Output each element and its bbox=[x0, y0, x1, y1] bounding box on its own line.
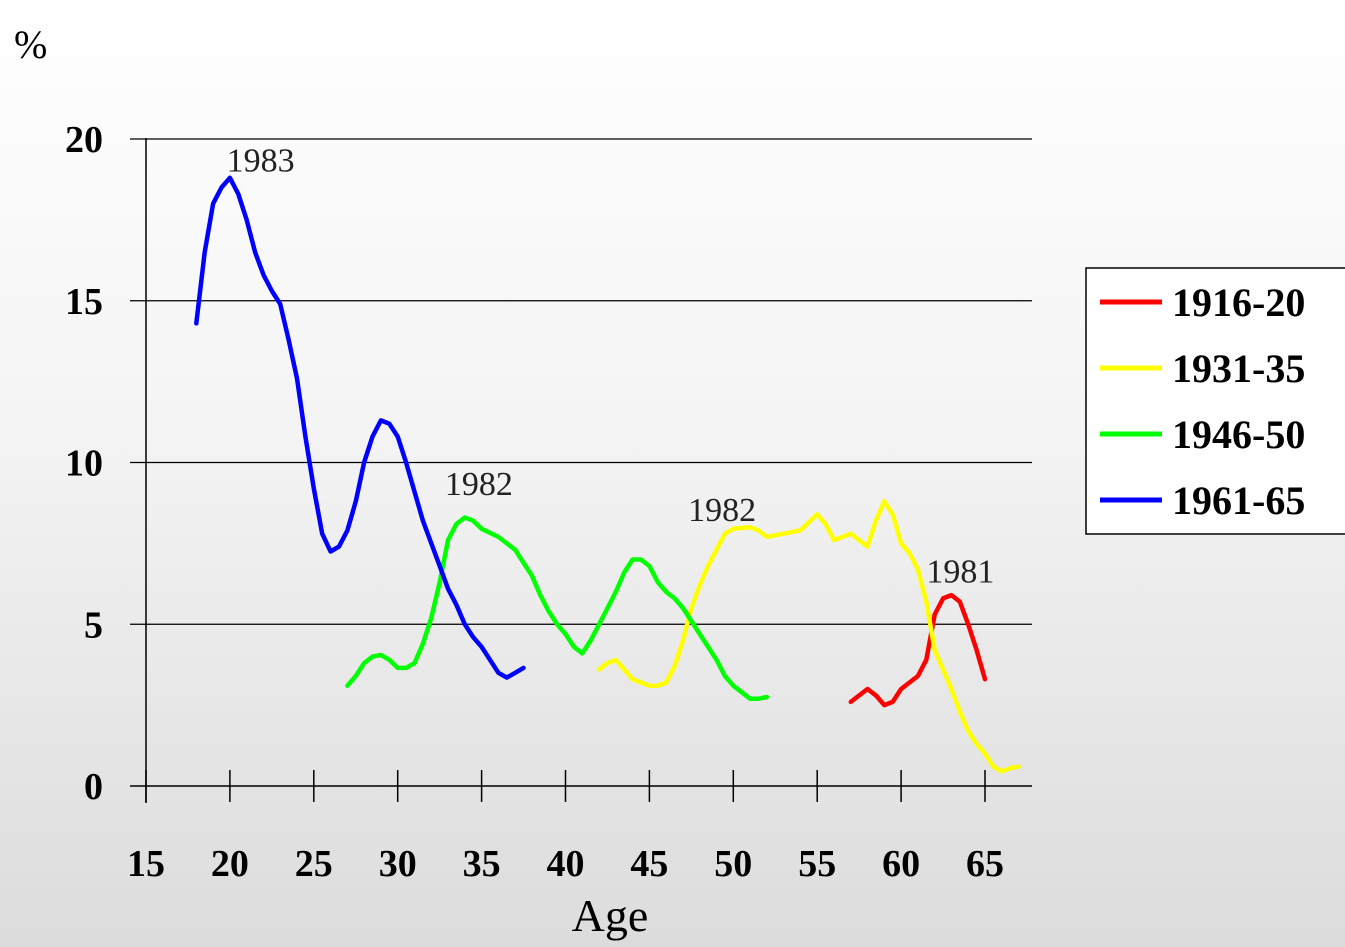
x-tick-label: 60 bbox=[882, 843, 920, 885]
legend-label: 1961-65 bbox=[1172, 478, 1305, 523]
ticks: 0 5 10 15 20 15 20 25 30 35 40 45 50 55 60 65 bbox=[65, 119, 1004, 885]
x-tick-label: 25 bbox=[295, 843, 333, 885]
x-axis-title: Age bbox=[572, 890, 649, 941]
legend-box bbox=[1085, 267, 1345, 535]
annotation-label: 1982 bbox=[688, 492, 756, 529]
legend-label: 1916-20 bbox=[1172, 280, 1305, 325]
series-line-1961-65 bbox=[194, 175, 526, 680]
annotations: 1983 1982 1982 1981 bbox=[227, 143, 995, 591]
series-line-1931-35 bbox=[596, 499, 1021, 774]
y-tick-label: 10 bbox=[65, 443, 103, 485]
series-lines bbox=[194, 175, 1021, 774]
x-tick-label: 40 bbox=[547, 843, 585, 885]
x-tick-label: 45 bbox=[630, 843, 668, 885]
legend-label: 1946-50 bbox=[1172, 412, 1305, 457]
series-line-1916-20 bbox=[848, 592, 988, 708]
y-axis-unit-label: % bbox=[14, 22, 47, 67]
x-tick-label: 65 bbox=[966, 843, 1004, 885]
annotation-label: 1983 bbox=[227, 143, 295, 180]
x-tick-label: 20 bbox=[211, 843, 249, 885]
annotation-label: 1981 bbox=[926, 553, 994, 590]
x-tick-label: 30 bbox=[379, 843, 417, 885]
gridlines bbox=[130, 138, 1032, 625]
y-tick-label: 0 bbox=[84, 766, 103, 808]
x-tick-label: 50 bbox=[714, 843, 752, 885]
axes bbox=[145, 138, 1032, 803]
x-tick-label: 15 bbox=[127, 843, 165, 885]
series-line-1946-50 bbox=[345, 515, 770, 701]
x-tick-label: 35 bbox=[463, 843, 501, 885]
y-tick-label: 20 bbox=[65, 119, 103, 161]
legend-items: 1916-20 1931-35 1946-50 1961-65 bbox=[1100, 280, 1305, 523]
y-tick-label: 15 bbox=[65, 281, 103, 323]
x-tick-label: 55 bbox=[798, 843, 836, 885]
legend: 1916-20 1931-35 1946-50 1961-65 bbox=[1085, 267, 1345, 535]
y-tick-label: 5 bbox=[84, 604, 103, 646]
annotation-label: 1982 bbox=[445, 466, 513, 503]
legend-label: 1931-35 bbox=[1172, 346, 1305, 391]
